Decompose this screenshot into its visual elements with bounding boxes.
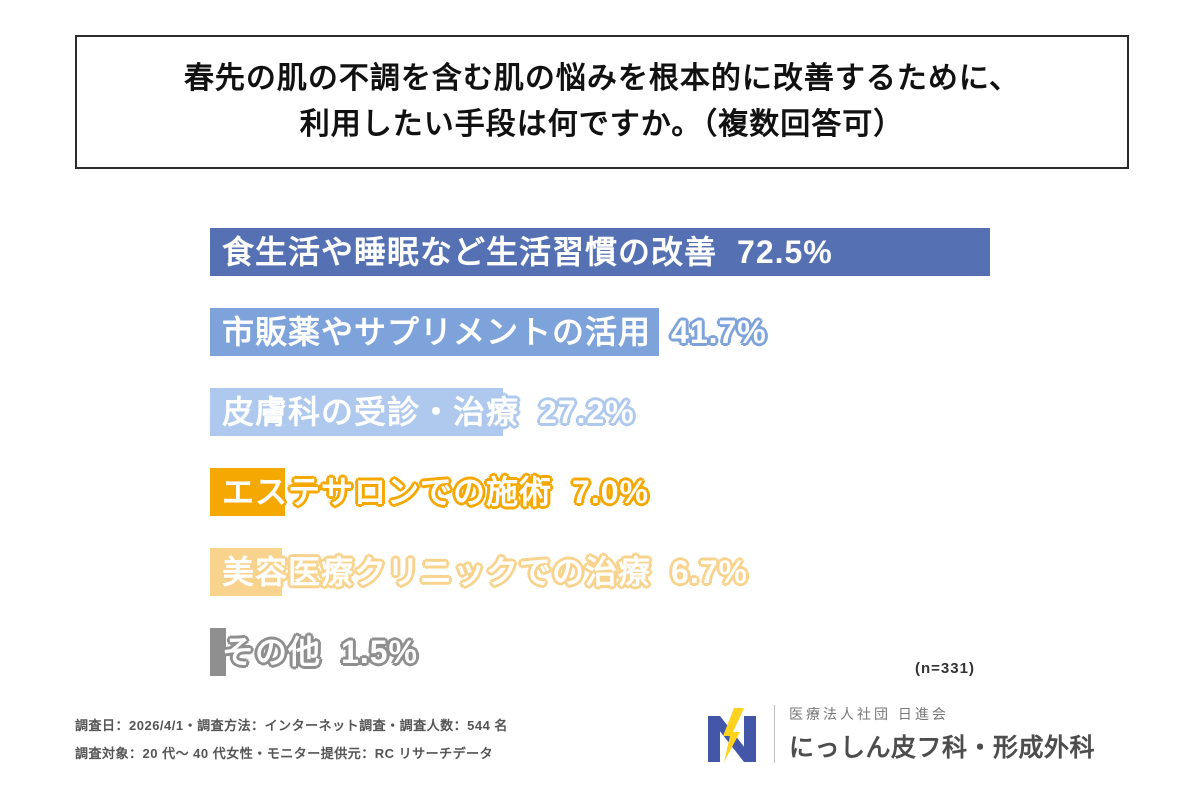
logo-divider xyxy=(774,705,775,763)
bar-value-label: 27.2% xyxy=(539,394,635,430)
bar-category-label: 食生活や睡眠など生活習慣の改善 xyxy=(222,234,718,270)
bar-text: 食生活や睡眠など生活習慣の改善 72.5% xyxy=(222,228,833,276)
bar-row: 皮膚科の受診・治療 27.2% xyxy=(210,388,1170,436)
survey-note-line1: 調査日：2026/4/1・調査方法：インターネット調査・調査人数：544 名 xyxy=(75,718,508,733)
bar xyxy=(210,628,226,676)
bar-value-label: 1.5% xyxy=(341,634,418,670)
bar-value-label: 7.0% xyxy=(572,474,649,510)
bar xyxy=(210,548,282,596)
bar-category-label: エステサロンでの施術 xyxy=(222,474,553,510)
survey-notes: 調査日：2026/4/1・調査方法：インターネット調査・調査人数：544 名 調… xyxy=(75,712,508,768)
clinic-org-label: 医療法人社団 日進会 xyxy=(789,706,949,722)
bar-category-label: 美容医療クリニックでの治療 xyxy=(222,554,652,590)
bar xyxy=(210,468,285,516)
bar-row: その他 1.5% xyxy=(210,628,1170,676)
question-title-box: 春先の肌の不調を含む肌の悩みを根本的に改善するために、 利用したい手段は何ですか… xyxy=(75,35,1129,169)
bar xyxy=(210,228,990,276)
bar xyxy=(210,388,503,436)
question-title-line2: 利用したい手段は何ですか。（複数回答可） xyxy=(299,108,905,141)
bar-value-label: 72.5% xyxy=(737,234,833,270)
bar-text: エステサロンでの施術 7.0% xyxy=(222,468,649,516)
bar-text: 皮膚科の受診・治療 27.2% xyxy=(222,388,635,436)
clinic-logo-texts: 医療法人社団 日進会 にっしん皮フ科・形成外科 xyxy=(789,704,1095,764)
bar-value-label: 6.7% xyxy=(671,554,748,590)
clinic-name-label: にっしん皮フ科・形成外科 xyxy=(789,734,1096,762)
bar-category-label: 皮膚科の受診・治療 xyxy=(222,394,520,430)
survey-note-line2: 調査対象：20 代～ 40 代女性・モニター提供元：RC リサーチデータ xyxy=(75,746,494,761)
bar-row: 市販薬やサプリメントの活用 41.7% xyxy=(210,308,1170,356)
bar-text: 市販薬やサプリメントの活用 41.7% xyxy=(222,308,767,356)
clinic-logo-icon xyxy=(708,708,756,762)
bar-row: エステサロンでの施術 7.0% xyxy=(210,468,1170,516)
bar-category-label: その他 xyxy=(222,634,322,670)
question-title-line1: 春先の肌の不調を含む肌の悩みを根本的に改善するために、 xyxy=(183,61,1021,95)
bar-value-label: 41.7% xyxy=(671,314,767,350)
bar xyxy=(210,308,659,356)
clinic-logo: 医療法人社団 日進会 にっしん皮フ科・形成外科 xyxy=(700,698,1095,770)
bar-row: 美容医療クリニックでの治療 6.7% xyxy=(210,548,1170,596)
bar-text: その他 1.5% xyxy=(222,628,418,676)
bar-row: 食生活や睡眠など生活習慣の改善 72.5% xyxy=(210,228,1170,276)
bar-text: 美容医療クリニックでの治療 6.7% xyxy=(222,548,748,596)
sample-size-label: (n=331) xyxy=(915,660,975,677)
bar-category-label: 市販薬やサプリメントの活用 xyxy=(222,314,652,350)
